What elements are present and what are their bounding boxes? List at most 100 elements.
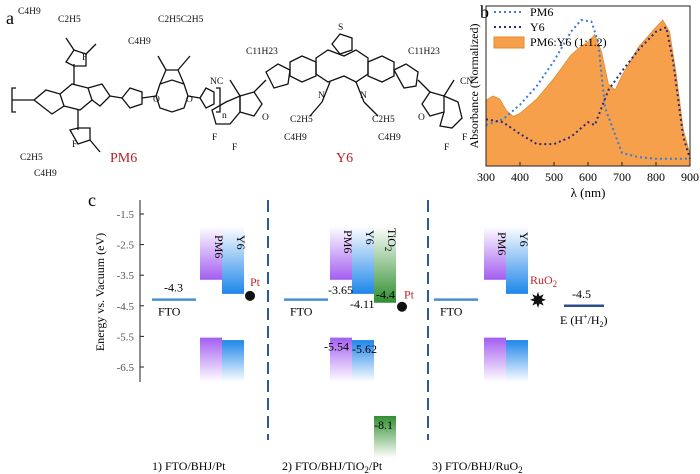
y6-lumo-bar-1 xyxy=(222,226,244,294)
series-2-line xyxy=(485,25,691,159)
tio2-vb-value: -8.1 xyxy=(374,418,393,432)
pm6-side-thiophene-top xyxy=(65,49,87,67)
pm6-homo-bar-1 xyxy=(200,337,222,382)
pm6-side-thiophene-bottom xyxy=(69,127,91,145)
pm6-label-3: PM6 xyxy=(495,232,509,255)
pm6-linker-thiophene xyxy=(121,87,143,109)
pm6-lumo-value: -3.65 xyxy=(328,283,353,297)
y6-thiadiazole xyxy=(331,33,353,55)
pm6-homo-bar-2 xyxy=(330,337,352,382)
energy-axis-label: Energy vs. Vacuum (eV) xyxy=(93,233,107,351)
x-tick-label: 400 xyxy=(511,170,529,184)
y6-homo-bar-2 xyxy=(352,340,374,382)
caption-2: 2) FTO/BHJ/TiO2/Pt xyxy=(282,459,383,474)
fto-label-1: FTO xyxy=(158,305,181,319)
pm6-lumo-bar-3 xyxy=(484,226,506,280)
y6-atom-f-right2: F xyxy=(462,133,467,143)
pm6-label-1: PM6 xyxy=(212,235,226,258)
h-label-sub: 2 xyxy=(600,320,604,329)
h-label-mid: /H xyxy=(588,313,600,327)
pt-label-1: Pt xyxy=(250,275,261,289)
pm6-atom-f-bottom: F xyxy=(72,140,77,150)
y6-ic-right-5ring xyxy=(421,91,445,117)
pm6-homo-bar-3 xyxy=(484,337,506,382)
pm6-chain-mid-left: C4H9 xyxy=(128,37,151,47)
caption-2-tail: /Pt xyxy=(369,459,383,473)
energy-tick-label: -6.5 xyxy=(117,362,135,374)
y6-homo-value: -5.62 xyxy=(352,342,377,356)
caption-2-sub: 2 xyxy=(364,465,369,474)
y6-chain-mid-right: C2H5 xyxy=(372,115,395,125)
h-label: E (H+/H2) xyxy=(560,312,608,329)
legend-label: PM6 xyxy=(530,5,553,19)
pt-catalyst-1 xyxy=(245,290,255,301)
tio2-label: TiO2 xyxy=(383,228,399,251)
pm6-repeat-n: n xyxy=(222,111,227,121)
pm6-structure xyxy=(11,37,221,153)
y6-thiophene-left xyxy=(265,63,291,89)
fto-label-3: FTO xyxy=(440,305,463,319)
energy-tick-label: -1.5 xyxy=(117,209,135,221)
pm6-atom-o-right: O xyxy=(186,95,193,105)
h-value: -4.5 xyxy=(572,287,591,301)
y6-atom-o-right: O xyxy=(418,113,425,123)
panel-a-label: a xyxy=(6,8,14,28)
y6-lumo-bar-3 xyxy=(506,226,528,294)
y6-lumo-value: -4.11 xyxy=(350,297,375,311)
y6-atom-n-right: N xyxy=(360,91,367,101)
pm6-chain-mid-right: C2H5C2H5 xyxy=(158,15,204,25)
y6-annotations: C11H23 C11H23 S N N NC CN O O F F F F C2… xyxy=(210,23,473,153)
tio2-label-sub: 2 xyxy=(383,247,393,252)
legend-swatch xyxy=(493,36,525,49)
absorbance-chart: 300 400 500 600 700 800 900 λ (nm) Absorbance (N… xyxy=(467,5,699,200)
pm6-bdd-core xyxy=(155,79,189,113)
fto-label-2: FTO xyxy=(290,305,313,319)
energy-tick-label: -5.5 xyxy=(117,331,135,343)
y6-structure xyxy=(211,33,463,129)
pm6-thiophene-right xyxy=(87,83,111,107)
y6-cn-right: CN xyxy=(460,77,473,87)
y6-chain-top-right: C11H23 xyxy=(408,47,440,57)
pt-catalyst-2 xyxy=(397,301,407,312)
y6-chain-top-left: C11H23 xyxy=(246,47,278,57)
legend-label: PM6:Y6 (1:1.2) xyxy=(530,35,607,49)
series-1-line xyxy=(485,18,690,160)
h-label-sup: + xyxy=(583,312,588,321)
y6-atom-f-left2: F xyxy=(232,143,237,153)
x-tick-label: 900 xyxy=(681,170,699,184)
y6-atom-f-right1: F xyxy=(444,143,449,153)
y6-nc-left: NC xyxy=(210,77,223,87)
ruo2-label-sub: 2 xyxy=(553,279,558,289)
caption-1: 1) FTO/BHJ/Pt xyxy=(152,459,226,473)
energy-tick-label: -2.5 xyxy=(117,240,135,252)
fto-value-1: -4.3 xyxy=(164,281,183,295)
y6-label-1: Y6 xyxy=(234,235,248,250)
pm6-chain-bottom-2: C4H9 xyxy=(34,169,57,179)
pm6-name: PM6 xyxy=(110,151,137,166)
x-tick-label: 500 xyxy=(545,170,563,184)
y6-ic-left-5ring xyxy=(239,91,263,117)
pm6-bracket-right xyxy=(216,87,221,113)
pm6-benzene-core xyxy=(59,83,93,111)
pm6-lumo-bar-1 xyxy=(200,226,222,280)
y6-ring-right xyxy=(367,55,395,83)
x-tick-label: 800 xyxy=(647,170,665,184)
series-3-area xyxy=(485,19,691,167)
pm6-chain-top-left: C4H9 xyxy=(18,7,41,17)
panel-c: c -1.5 -2.5 -3.5 -4.5 -5.5 -6.5 Energy vs. Vac… xyxy=(88,190,608,474)
ruo2-catalyst xyxy=(530,291,546,308)
h-label-close: ) xyxy=(604,313,608,327)
pm6-end-thiophene xyxy=(199,87,215,109)
y6-ic-right-benzene xyxy=(439,95,463,129)
pm6-homo-value: -5.54 xyxy=(324,340,349,354)
y6-chain-lower-left: C4H9 xyxy=(284,133,307,143)
y6-chain-lower-right: C4H9 xyxy=(378,133,401,143)
pm6-thiophene-left xyxy=(32,89,65,115)
panel-b-label: b xyxy=(480,2,489,22)
y6-thiophene-right xyxy=(393,63,419,89)
pm6-label-2: PM6 xyxy=(341,230,355,253)
y6-central-core xyxy=(315,49,369,83)
tio2-cb-bar xyxy=(374,226,396,303)
pm6-lumo-bar-2 xyxy=(330,226,352,280)
